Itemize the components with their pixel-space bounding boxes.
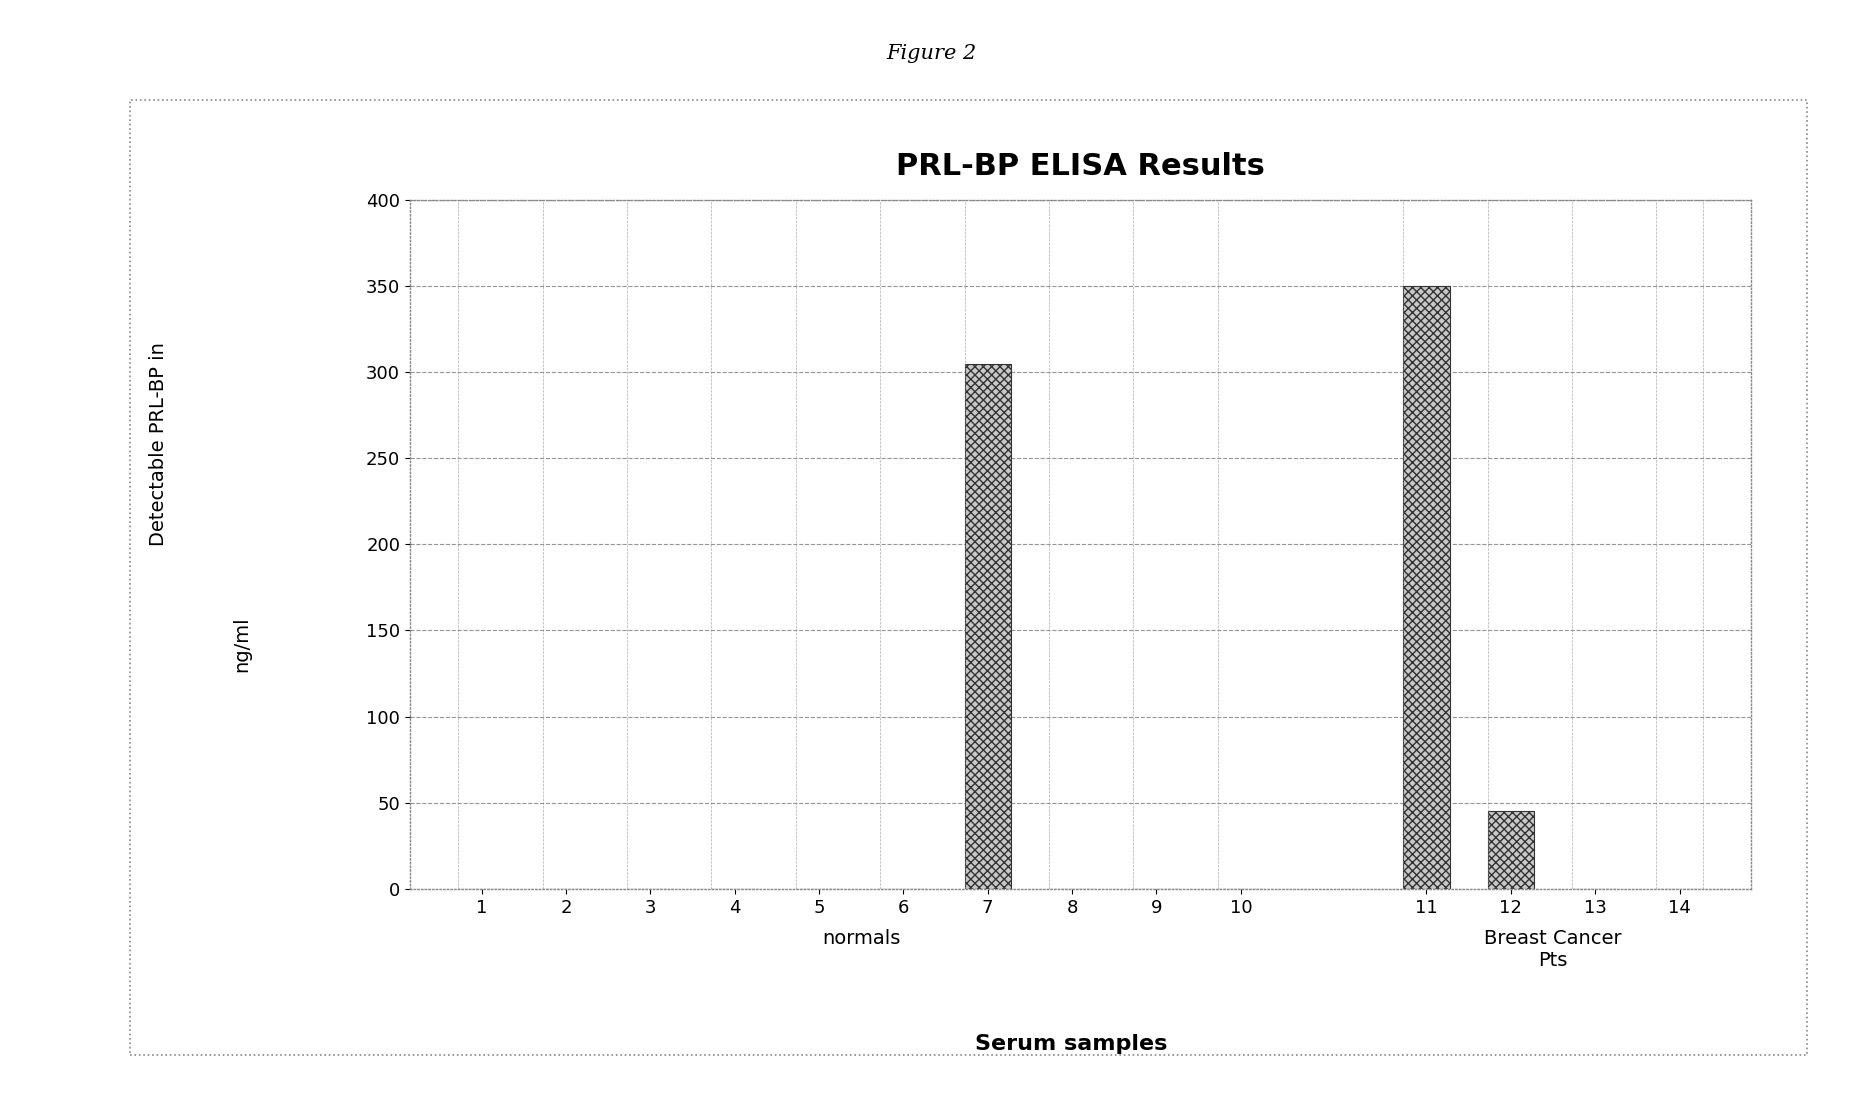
Text: Serum samples: Serum samples — [974, 1034, 1168, 1054]
Text: Detectable PRL-BP in: Detectable PRL-BP in — [149, 342, 168, 547]
Text: normals: normals — [822, 929, 900, 949]
Bar — [1487, 811, 1533, 889]
Bar — [965, 363, 1012, 889]
Text: Breast Cancer
Pts: Breast Cancer Pts — [1485, 930, 1623, 970]
Text: ng/ml: ng/ml — [233, 617, 252, 672]
Title: PRL-BP ELISA Results: PRL-BP ELISA Results — [896, 152, 1265, 181]
Bar — [1403, 287, 1449, 889]
Text: Figure 2: Figure 2 — [887, 44, 976, 63]
